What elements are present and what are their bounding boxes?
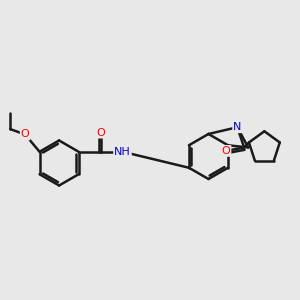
Text: O: O <box>21 130 29 140</box>
Text: O: O <box>222 146 230 156</box>
Text: O: O <box>97 128 106 138</box>
Text: NH: NH <box>114 147 131 157</box>
Text: N: N <box>233 122 242 132</box>
